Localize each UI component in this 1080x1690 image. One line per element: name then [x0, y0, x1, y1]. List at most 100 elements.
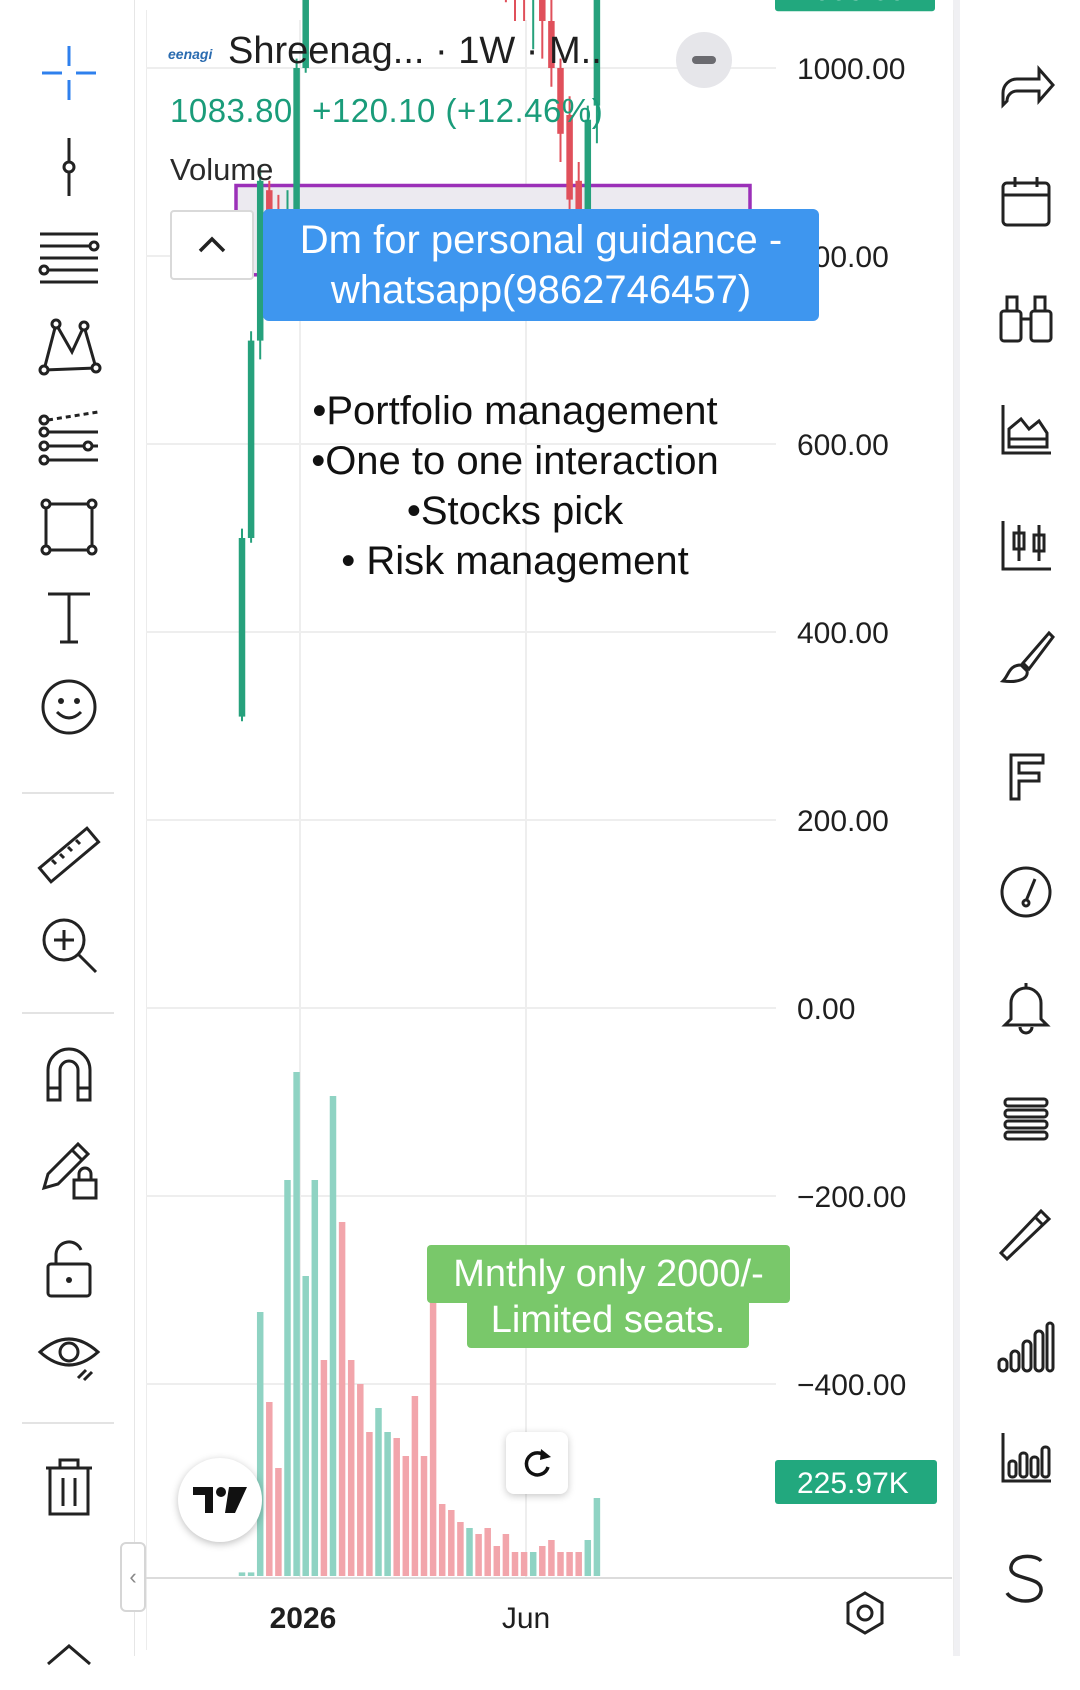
candle-body: [256, 180, 264, 341]
volume-bar: [402, 1456, 410, 1576]
fib-retracement-icon[interactable]: [22, 222, 116, 292]
collapse-legend-button[interactable]: [170, 210, 254, 280]
pattern-icon[interactable]: [22, 312, 116, 382]
volume-bar: [302, 1276, 309, 1576]
candle-body: [247, 340, 255, 538]
reset-icon: [524, 1449, 551, 1477]
candles-icon[interactable]: [988, 508, 1064, 584]
signal-bars-icon[interactable]: [988, 1310, 1064, 1386]
volume-bar: [238, 1572, 246, 1576]
ruler-icon[interactable]: [22, 820, 116, 890]
time-axis: 2026 Jun: [270, 1602, 551, 1635]
forecast-icon[interactable]: [22, 402, 116, 472]
calendar-icon[interactable]: [988, 164, 1064, 240]
volume-bar: [520, 1552, 528, 1576]
volume-bar: [338, 1222, 346, 1576]
magnet-icon[interactable]: [22, 1040, 116, 1110]
bullet-item: •One to one interaction: [311, 439, 719, 483]
volume-bar: [275, 1468, 282, 1576]
candle-body: [584, 119, 592, 209]
volume-bar: [384, 1432, 391, 1576]
volume-label: Volume: [170, 152, 274, 187]
volume-bar: [529, 1552, 537, 1576]
bell-icon[interactable]: [988, 968, 1064, 1044]
price-change: +120.10 (+12.46%): [312, 92, 604, 129]
last-price-badge: 1083.80: [775, 0, 935, 12]
dollar-icon[interactable]: [988, 1540, 1064, 1616]
candle-body: [557, 68, 564, 134]
tradingview-logo-icon: [193, 1487, 247, 1513]
unlock-icon[interactable]: [22, 1234, 116, 1304]
area-chart-icon[interactable]: [988, 392, 1064, 468]
crosshair-icon[interactable]: [22, 38, 116, 108]
candle-body: [566, 115, 573, 200]
volume-bar: [457, 1522, 464, 1576]
minus-icon: [692, 56, 716, 64]
candle-body: [539, 0, 546, 21]
left-toolbar: [0, 0, 135, 1656]
price-tick-label: 400.00: [797, 617, 889, 650]
panel-gutter: [953, 0, 961, 1656]
emoji-icon[interactable]: [22, 672, 116, 742]
promo-banner-line1: Mnthly only 2000/-: [427, 1245, 790, 1303]
collapse-toolbar-tab[interactable]: ‹: [120, 1542, 146, 1612]
dm-banner: Dm for personal guidance - whatsapp(9862…: [263, 209, 819, 321]
volume-bar: [256, 1312, 264, 1576]
volume-bar: [284, 1180, 291, 1576]
reset-chart-button[interactable]: [506, 1432, 568, 1494]
trend-line-icon[interactable]: [22, 132, 116, 202]
bar-chart-icon[interactable]: [988, 1420, 1064, 1496]
volume-bars: [238, 1072, 601, 1576]
volume-bar: [347, 1360, 355, 1576]
dm-banner-line: Dm for personal guidance -: [299, 218, 783, 262]
volume-bar: [266, 1402, 273, 1576]
last-price: 1083.80: [170, 92, 293, 129]
bullet-item: •Portfolio management: [312, 389, 718, 433]
candle-body: [238, 538, 246, 717]
service-bullets: •Portfolio management •One to one intera…: [280, 386, 750, 586]
fundamentals-icon[interactable]: [988, 738, 1064, 814]
zoom-in-icon[interactable]: [22, 910, 116, 980]
brush-icon[interactable]: [988, 620, 1064, 696]
volume-bar: [539, 1546, 546, 1576]
price-tick-label: −200.00: [797, 1181, 906, 1214]
volume-bar: [420, 1456, 428, 1576]
volume-bar: [566, 1552, 573, 1576]
volume-bar: [593, 1498, 601, 1576]
volume-bar: [466, 1528, 473, 1576]
volume-bar: [293, 1072, 300, 1576]
symbol-title[interactable]: Shreenag... · 1W · M..: [228, 30, 602, 72]
trash-icon[interactable]: [22, 1452, 116, 1522]
share-icon[interactable]: [988, 48, 1064, 124]
dm-banner-line: whatsapp(9862746457): [330, 268, 752, 312]
promo-banner-line2: Limited seats.: [467, 1296, 749, 1348]
candle-body: [548, 21, 555, 68]
pencil-icon[interactable]: [988, 1196, 1064, 1272]
time-tick-label: 2026: [270, 1602, 337, 1635]
price-tick-label: −400.00: [797, 1369, 906, 1402]
speedometer-icon[interactable]: [988, 854, 1064, 930]
volume-value-badge-text: 225.97K: [797, 1467, 909, 1500]
price-tick-label: 1000.00: [797, 53, 905, 86]
binoculars-icon[interactable]: [988, 280, 1064, 356]
candle-body: [293, 68, 300, 209]
volume-bar: [329, 1096, 337, 1576]
volume-bar: [493, 1546, 501, 1576]
settings-button[interactable]: [840, 1588, 890, 1638]
minus-button[interactable]: [676, 32, 732, 88]
toolbar-divider: [22, 792, 114, 794]
volume-bar: [366, 1432, 373, 1576]
volume-bar: [584, 1540, 592, 1576]
gear-icon: [846, 1591, 884, 1635]
volume-bar: [320, 1360, 328, 1576]
tradingview-logo[interactable]: [178, 1458, 262, 1542]
text-icon[interactable]: [22, 582, 116, 652]
lock-drawing-icon[interactable]: [22, 1134, 116, 1204]
eye-icon[interactable]: [22, 1322, 116, 1392]
price-tick-label: 200.00: [797, 805, 889, 838]
list-icon[interactable]: [988, 1082, 1064, 1158]
last-price-badge-text: 1083.80: [797, 0, 905, 7]
rectangle-icon[interactable]: [22, 492, 116, 562]
bullet-item: • Risk management: [341, 539, 689, 583]
price-axis: 2600.002400.002200.002000.001800.001600.…: [797, 53, 906, 1402]
